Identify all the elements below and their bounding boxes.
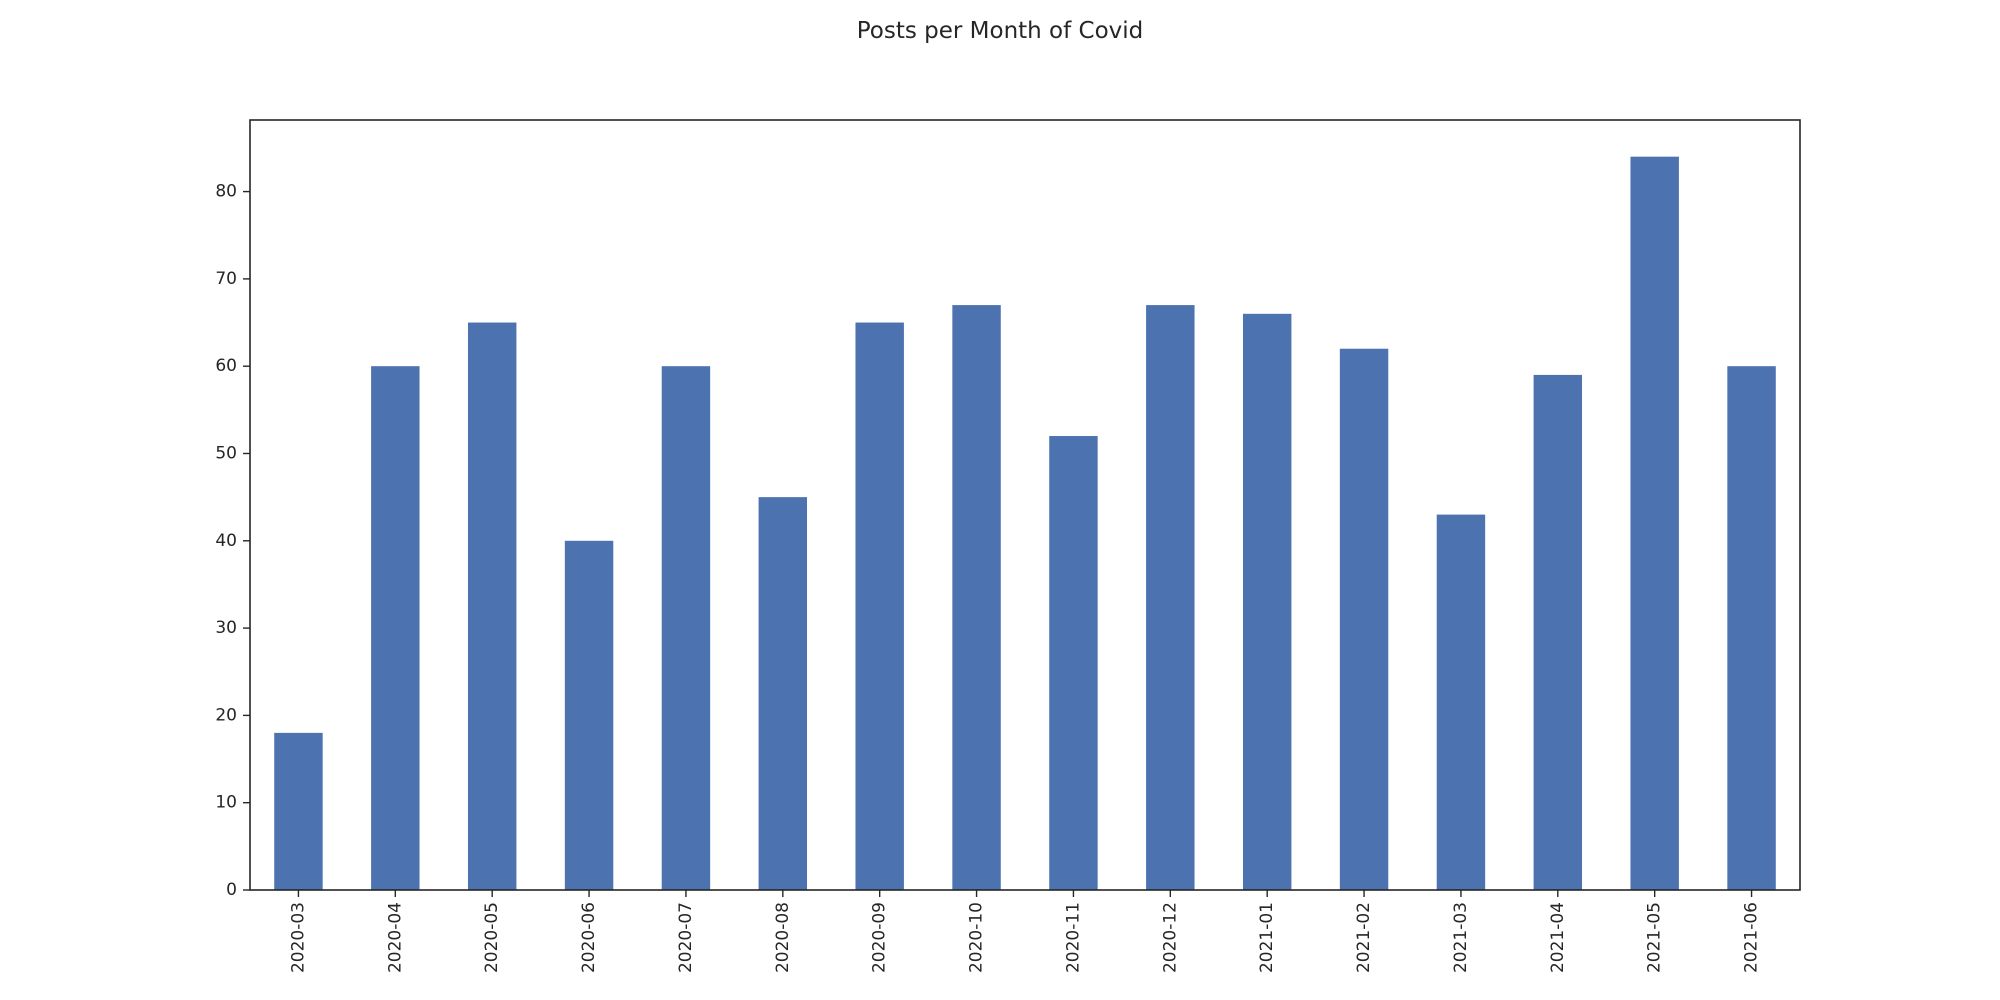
bar-2021-04 [1533,374,1583,890]
bar-2021-03 [1436,514,1486,890]
x-tick-label: 2020-07 [676,902,696,973]
y-tick-label: 20 [215,705,237,725]
x-axis: 2020-03 2020-04 2020-05 2020-06 2020-07 2020-… [288,890,1762,973]
bar-2020-06 [564,540,614,890]
x-tick-label: 2021-05 [1645,902,1665,973]
x-tick-label: 2021-02 [1354,902,1374,973]
bar-2021-01 [1242,313,1292,890]
bar-2021-02 [1339,348,1389,891]
y-tick-label: 30 [215,618,237,638]
bar-2020-04 [371,366,420,890]
x-tick-label: 2020-11 [1063,902,1083,973]
plot-frame [249,119,1801,891]
bar-2020-05 [467,322,517,890]
bar-2020-12 [1146,305,1195,891]
x-tick-label: 2021-01 [1257,902,1277,973]
y-tick-label: 0 [226,880,237,900]
x-tick-label: 2020-08 [773,902,793,973]
x-tick-label: 2020-04 [385,902,405,973]
y-tick-label: 70 [215,269,237,289]
bar-2020-08 [758,497,808,890]
x-tick-label: 2021-06 [1742,902,1762,973]
y-tick-label: 60 [215,356,237,376]
y-tick-label: 80 [215,182,237,202]
y-tick-label: 50 [215,443,237,463]
x-tick-label: 2021-03 [1451,902,1471,973]
bar-2020-11 [1049,436,1098,890]
chart-title: Posts per Month of Covid [857,18,1144,44]
x-tick-label: 2020-05 [482,902,502,973]
bar-2020-10 [952,305,1001,891]
x-tick-label: 2020-12 [1160,902,1180,973]
y-tick-label: 10 [215,793,237,813]
bar-2020-07 [661,366,711,890]
y-tick-label: 40 [215,531,237,551]
x-tick-label: 2020-03 [288,902,308,973]
bar-2021-06 [1727,366,1776,890]
bars-group [274,156,1776,891]
x-tick-label: 2020-09 [870,902,890,973]
bar-2020-09 [855,322,904,890]
x-tick-label: 2021-04 [1548,902,1568,973]
bar-2020-03 [274,732,323,890]
x-tick-label: 2020-10 [967,902,987,973]
x-tick-label: 2020-06 [579,902,599,973]
bar-2021-05 [1630,156,1679,891]
y-axis: 0 10 20 30 40 50 60 70 80 [215,182,250,900]
